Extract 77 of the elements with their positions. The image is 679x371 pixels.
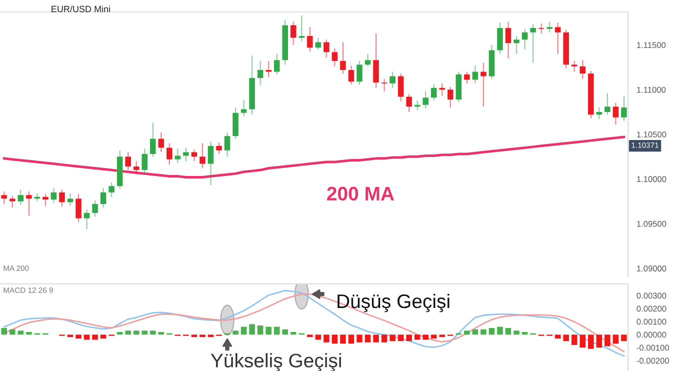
- bar: [612, 334, 619, 344]
- series-label: 200 MA: [327, 186, 394, 201]
- bar: [332, 334, 338, 344]
- bar: [315, 334, 322, 340]
- bar: [356, 334, 362, 342]
- bar: [398, 334, 404, 342]
- y-tick-label: 1.11000: [637, 86, 666, 93]
- bar: [580, 334, 586, 348]
- bar: [142, 330, 148, 335]
- bar: [1, 328, 8, 335]
- bar: [497, 326, 503, 335]
- bar: [10, 329, 16, 335]
- bar: [390, 334, 396, 342]
- bar: [505, 328, 512, 335]
- bar: [340, 334, 346, 344]
- bar: [26, 332, 32, 335]
- annotation: Yükseliş Geçişi: [210, 353, 341, 371]
- bar: [563, 334, 569, 342]
- bar: [100, 334, 106, 338]
- bar: [422, 334, 428, 340]
- bar: [92, 334, 98, 340]
- bar: [232, 330, 238, 335]
- bar: [430, 334, 437, 338]
- chart-title: EUR/USD Mini: [52, 6, 110, 12]
- bar: [571, 334, 578, 345]
- bar: [604, 334, 610, 346]
- bar: [150, 330, 156, 335]
- line-series: [2, 136, 626, 178]
- bar: [208, 334, 214, 338]
- bar: [522, 332, 528, 335]
- bar: [414, 334, 420, 340]
- bar: [18, 330, 24, 335]
- y-tick-label: 0.00000: [636, 332, 666, 338]
- bar: [191, 334, 198, 338]
- bar: [554, 334, 561, 338]
- bar: [514, 330, 520, 335]
- bar: [133, 330, 140, 335]
- bar: [364, 334, 371, 342]
- y-tick-label: 1.09500: [637, 220, 666, 227]
- bar: [621, 334, 627, 342]
- bar: [84, 334, 90, 340]
- y-tick-label: 1.11500: [637, 42, 666, 48]
- bar: [266, 326, 272, 335]
- bar: [464, 330, 470, 335]
- bar: [596, 334, 602, 348]
- bar: [158, 332, 164, 335]
- bar: [373, 334, 379, 342]
- y-tick-label: -0.00100: [636, 344, 669, 351]
- bar: [348, 334, 354, 344]
- y-tick-label: 0.00300: [636, 292, 666, 299]
- bar: [588, 334, 594, 349]
- y-tick-label: 1.10000: [637, 176, 666, 182]
- bar: [282, 329, 288, 335]
- bar: [240, 326, 247, 335]
- bar: [439, 334, 446, 338]
- bar: [200, 334, 206, 338]
- bar: [257, 325, 264, 335]
- bar: [290, 332, 296, 335]
- y-tick-label: 0.00100: [636, 318, 666, 325]
- bar: [406, 334, 412, 342]
- annotation: Düşüş Geçişi: [338, 294, 450, 312]
- bar: [116, 332, 123, 335]
- y-tick-label: 0.00200: [636, 306, 666, 312]
- bar: [76, 334, 82, 338]
- y-tick-label: 1.09000: [637, 266, 666, 272]
- bar: [249, 324, 255, 335]
- bar: [274, 326, 280, 335]
- bar: [480, 329, 486, 335]
- bar: [472, 329, 478, 335]
- y-tick-label: -0.00200: [636, 358, 669, 364]
- bar: [307, 334, 313, 338]
- bar: [67, 334, 74, 338]
- bar: [488, 328, 495, 335]
- bar: [125, 330, 131, 335]
- y-tick-label: 1.10500: [637, 132, 666, 138]
- bar: [381, 334, 388, 342]
- bar: [324, 334, 330, 342]
